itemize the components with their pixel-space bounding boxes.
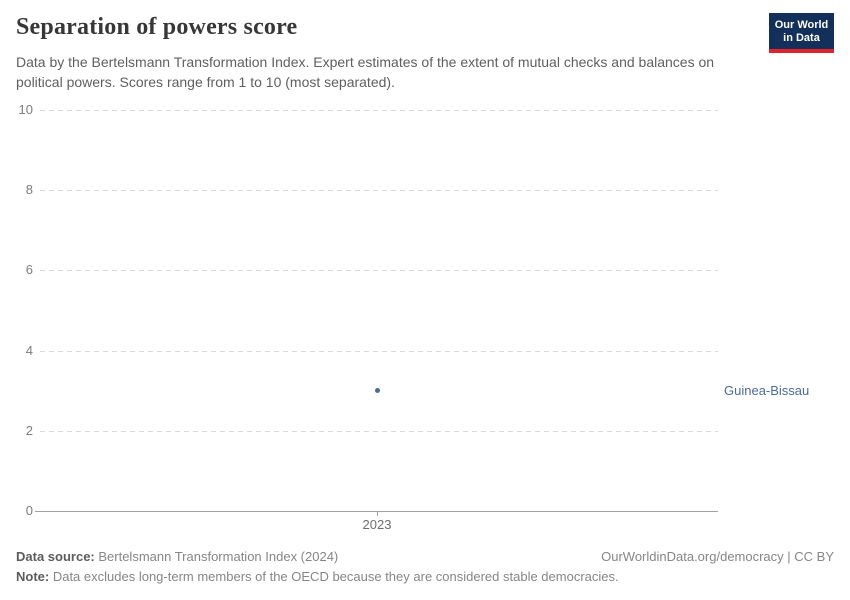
footer-note: Note: Data excludes long-term members of…	[16, 568, 619, 586]
footer-source: Data source: Bertelsmann Transformation …	[16, 548, 338, 566]
y-gridline	[40, 110, 718, 111]
y-tick-label: 6	[25, 262, 33, 278]
x-axis-line	[35, 511, 718, 512]
footer-rights: OurWorldinData.org/democracy | CC BY	[601, 549, 834, 564]
x-tick	[377, 511, 378, 516]
data-point	[374, 388, 380, 394]
footer-source-label: Data source:	[16, 549, 95, 564]
y-gridline	[40, 430, 718, 432]
y-gridline	[40, 190, 718, 192]
y-gridline	[40, 270, 718, 272]
y-tick-label: 2	[25, 422, 33, 438]
owid-logo-line2: in Data	[783, 32, 820, 44]
y-tick-label: 4	[25, 342, 33, 358]
x-tick-label: 2023	[362, 517, 392, 532]
chart-subtitle: Data by the Bertelsmann Transformation I…	[16, 54, 715, 90]
footer-note-text: Data excludes long-term members of the O…	[49, 569, 619, 584]
entity-label: Guinea-Bissau	[724, 382, 810, 398]
footer-note-label: Note:	[16, 569, 50, 584]
y-tick-label: 8	[25, 182, 33, 198]
owid-logo: Our World in Data	[769, 13, 834, 53]
footer-source-text: Bertelsmann Transformation Index (2024)	[94, 549, 339, 564]
y-gridline	[40, 350, 718, 352]
y-tick-label: 10	[18, 102, 33, 117]
owid-logo-line1: Our World	[774, 19, 829, 31]
page-title: Separation of powers score	[16, 14, 298, 40]
y-tick-label: 0	[25, 503, 33, 518]
